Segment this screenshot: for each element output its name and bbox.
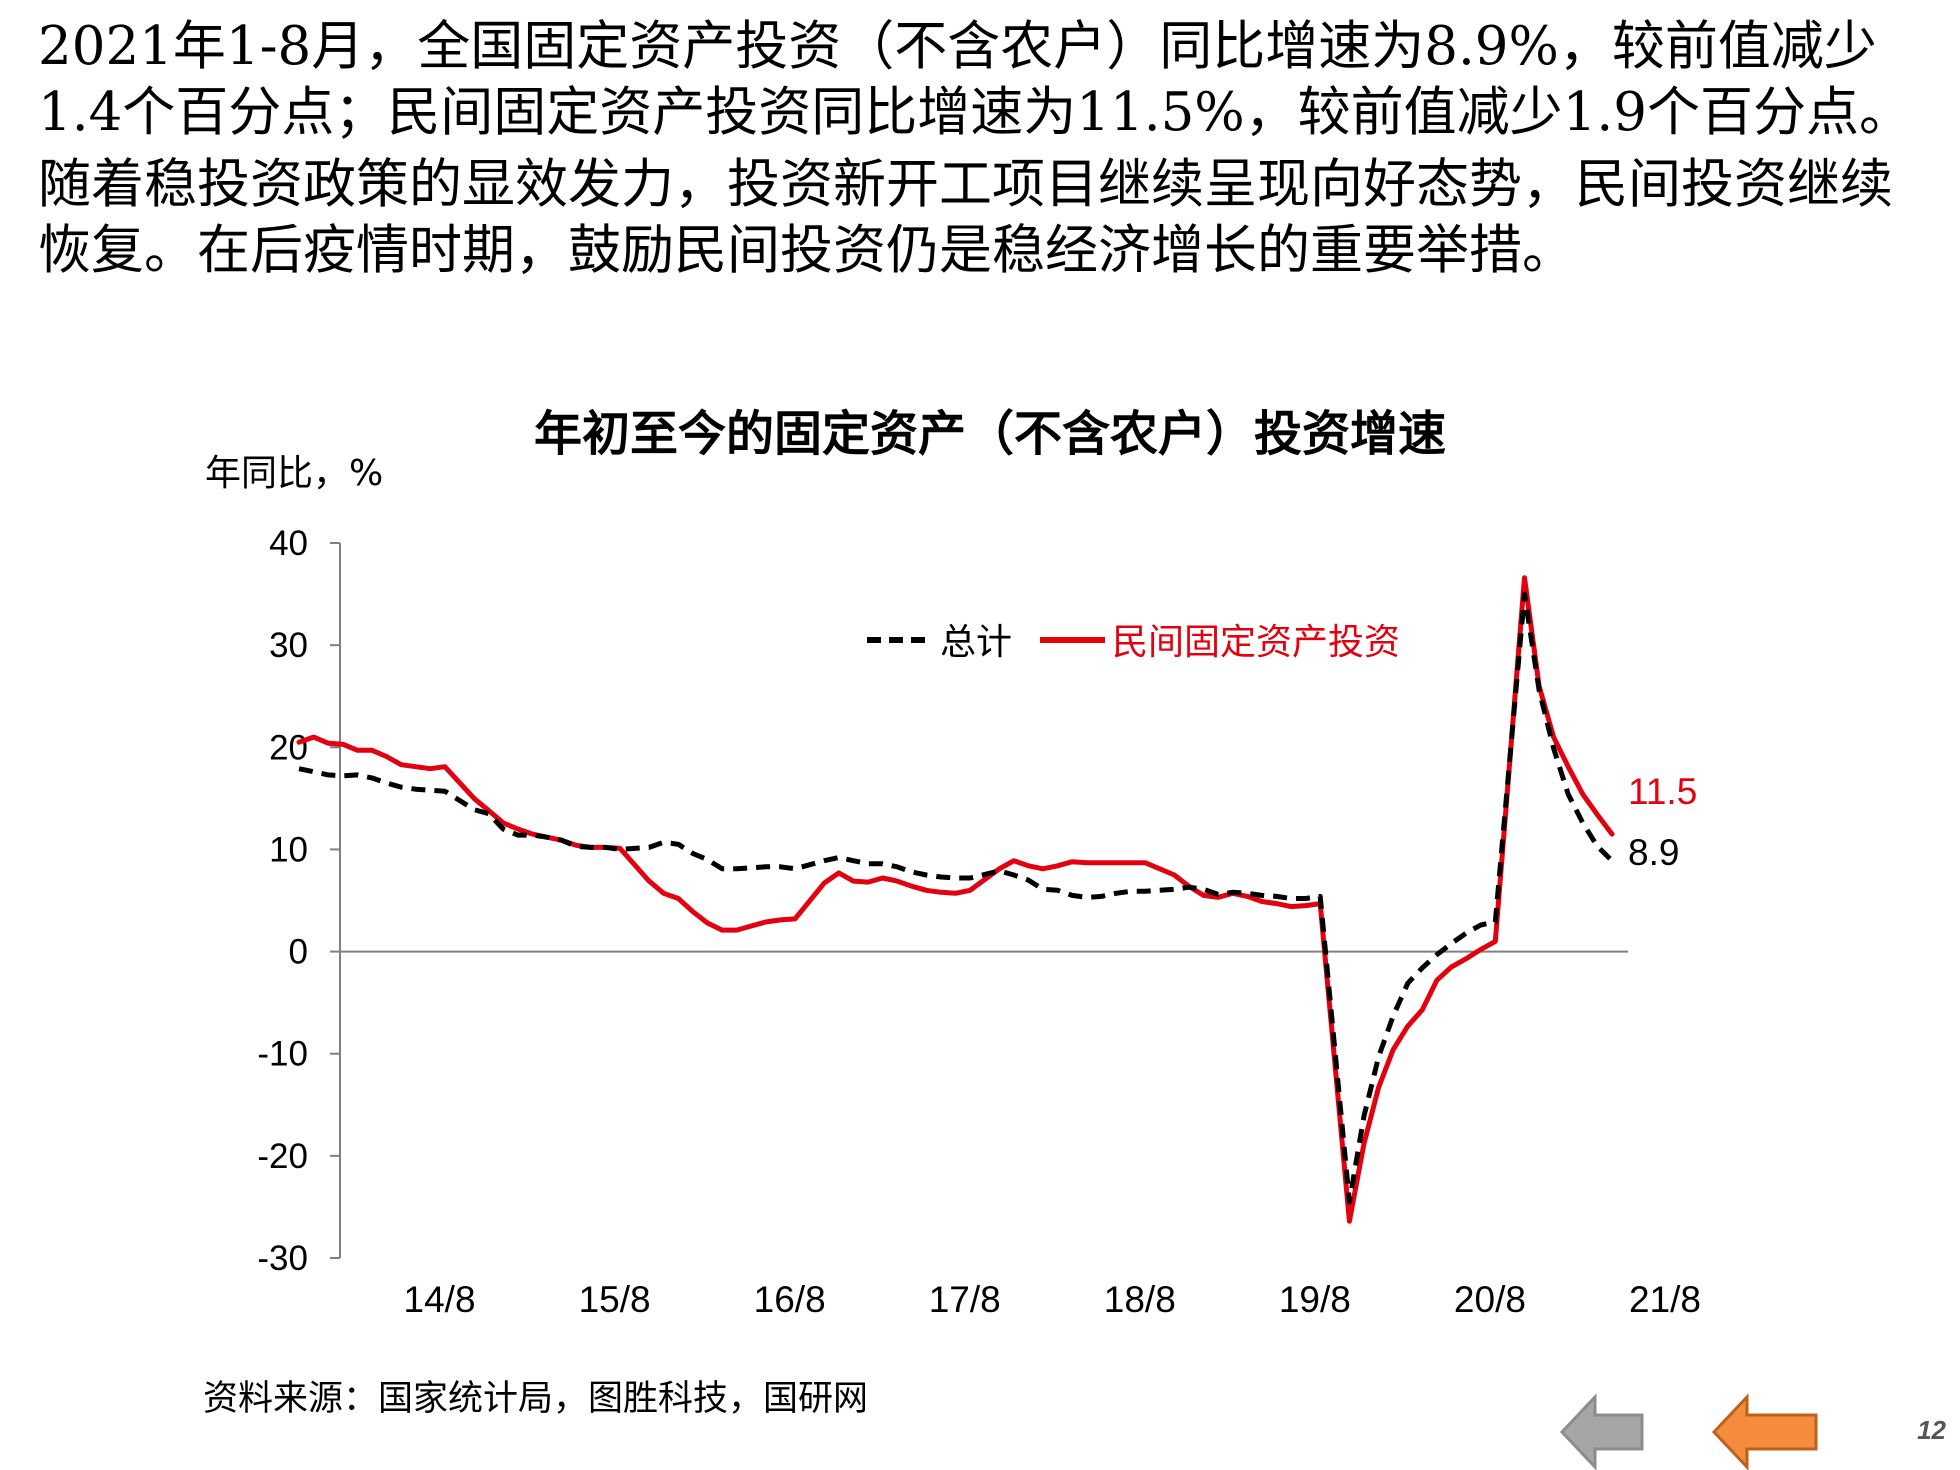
legend: 总计 民间固定资产投资 [867, 622, 1400, 663]
orange-left-arrow-icon [1711, 1393, 1818, 1470]
x-tick-label: 20/8 [1454, 1279, 1526, 1320]
y-tick-label: 0 [289, 933, 308, 972]
nav-prev-button[interactable] [1711, 1393, 1818, 1470]
intro-text: 2021年1-8月，全国固定资产投资（不含农户）同比增速为8.9%，较前值减少1… [38, 14, 1918, 290]
x-tick-label: 14/8 [404, 1279, 476, 1320]
series-line-total [298, 591, 1614, 1205]
end-label-total: 8.9 [1628, 832, 1679, 873]
x-tick-labels: 14/8 15/8 16/8 17/8 18/8 19/8 20/8 21/8 [404, 1279, 1701, 1320]
series-line-private [296, 575, 1615, 1224]
chart-axes [330, 542, 1628, 1259]
x-tick-label: 16/8 [754, 1279, 826, 1320]
intro-paragraph-2: 随着稳投资政策的显效发力，投资新开工项目继续呈现向好态势，民间投资继续恢复。在后… [38, 154, 1893, 281]
y-tick-label: -30 [257, 1239, 308, 1278]
y-tick-label: -20 [257, 1137, 308, 1176]
gray-left-arrow-icon [1559, 1393, 1644, 1470]
x-tick-label: 19/8 [1279, 1279, 1351, 1320]
x-tick-label: 15/8 [579, 1279, 651, 1320]
x-tick-label: 21/8 [1629, 1279, 1701, 1320]
source-note: 资料来源：国家统计局，图胜科技，国研网 [203, 1379, 869, 1419]
y-tick-labels: 40 30 20 10 0 -10 -20 -30 [257, 524, 308, 1278]
x-tick-label: 17/8 [929, 1279, 1001, 1320]
y-axis-label: 年同比，% [205, 453, 384, 494]
series-layer [296, 575, 1615, 1224]
y-tick-label: 20 [269, 728, 308, 767]
intro-paragraph-1: 2021年1-8月，全国固定资产投资（不含农户）同比增速为8.9%，较前值减少1… [38, 16, 1912, 143]
y-tick-label: 10 [269, 830, 308, 869]
legend-label-private: 民间固定资产投资 [1112, 622, 1400, 663]
y-tick-label: 40 [269, 524, 308, 563]
x-tick-label: 18/8 [1104, 1279, 1176, 1320]
chart-title: 年初至今的固定资产（不含农户）投资增速 [533, 406, 1446, 462]
nav-back-button[interactable] [1559, 1393, 1644, 1470]
y-tick-label: 30 [269, 626, 308, 665]
y-tick-label: -10 [257, 1035, 308, 1074]
end-label-private: 11.5 [1628, 771, 1697, 812]
legend-label-total: 总计 [940, 622, 1012, 663]
page-number: 12 [1917, 1415, 1946, 1445]
